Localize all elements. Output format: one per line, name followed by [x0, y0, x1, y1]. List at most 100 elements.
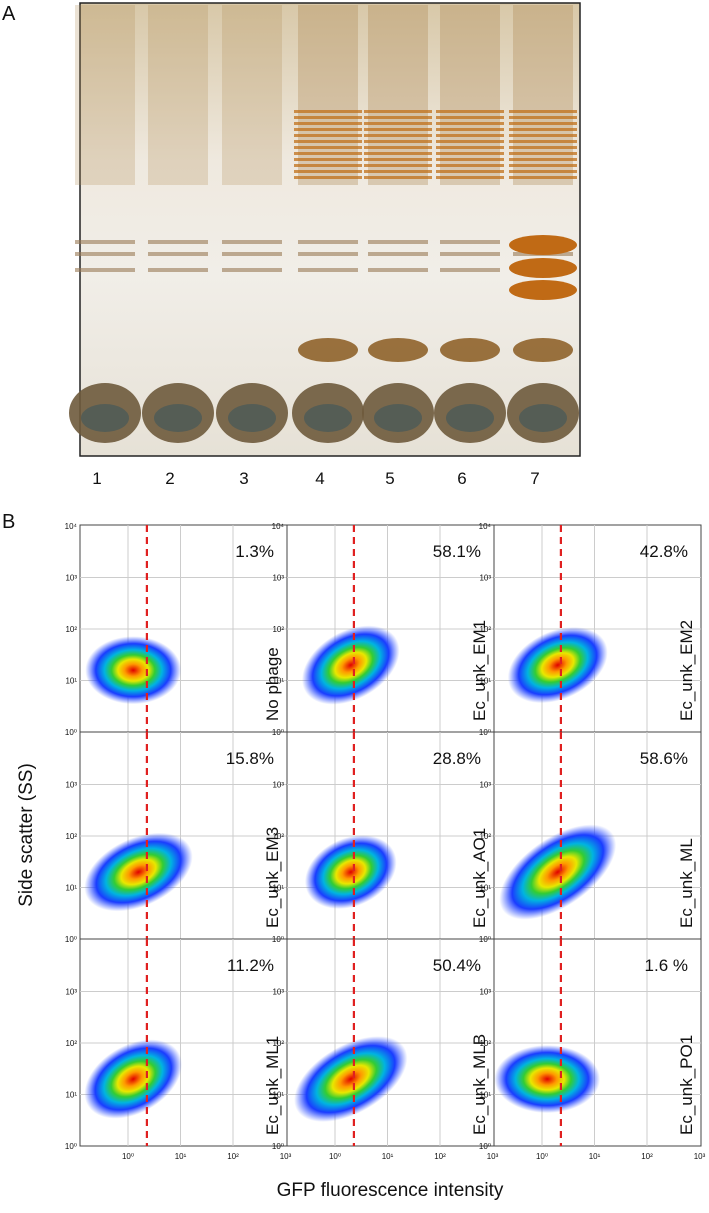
y-tick-label: 10³: [479, 781, 491, 790]
y-tick-label: 10³: [272, 781, 284, 790]
band: [148, 252, 208, 256]
y-tick-label: 10¹: [272, 677, 284, 686]
scatter-density: [507, 627, 608, 704]
y-tick-label: 10²: [65, 625, 77, 634]
ladder-band: [364, 152, 432, 155]
y-tick-label: 10¹: [65, 884, 77, 893]
ladder-band: [294, 110, 362, 113]
y-tick-label: 10²: [65, 1039, 77, 1048]
percent-label: 11.2%: [227, 956, 274, 975]
y-tick-label: 10²: [479, 625, 491, 634]
percent-label: 50.4%: [433, 956, 481, 975]
y-tick-label: 10¹: [65, 1091, 77, 1100]
ladder-band: [294, 158, 362, 161]
ladder-band: [509, 152, 577, 155]
y-tick-label: 10⁴: [65, 522, 78, 531]
ladder-band: [509, 140, 577, 143]
band: [298, 338, 358, 362]
band: [368, 240, 428, 244]
band: [75, 252, 135, 256]
y-tick-label: 10⁰: [65, 1142, 77, 1151]
percent-label: 58.6%: [640, 749, 688, 768]
y-tick-label: 10¹: [272, 884, 284, 893]
lane-label: 1: [92, 469, 101, 488]
x-tick-label: 10²: [434, 1152, 446, 1161]
percent-label: 28.8%: [433, 749, 481, 768]
percent-label: 1.6 %: [645, 956, 688, 975]
ladder-band: [364, 146, 432, 149]
y-tick-label: 10¹: [479, 677, 491, 686]
band: [298, 252, 358, 256]
band: [509, 280, 577, 300]
ladder-band: [436, 176, 504, 179]
x-tick-label: 10¹: [175, 1152, 187, 1161]
ladder-band: [294, 140, 362, 143]
lane-label: 5: [385, 469, 394, 488]
band: [222, 268, 282, 272]
ladder-band: [509, 170, 577, 173]
y-tick-label: 10⁰: [65, 728, 77, 737]
x-tick-label: 10¹: [382, 1152, 394, 1161]
ladder-band: [436, 116, 504, 119]
sample-name: Ec_unk_ML1: [263, 1036, 282, 1135]
x-tick-label: 10²: [641, 1152, 653, 1161]
percent-label: 58.1%: [433, 542, 481, 561]
ladder-band: [364, 176, 432, 179]
percent-label: 42.8%: [640, 542, 688, 561]
panel-a-label: A: [2, 3, 16, 25]
ladder-band: [364, 164, 432, 167]
scatter-density: [84, 1039, 183, 1119]
sample-name: Ec_unk_EM2: [677, 620, 696, 721]
ladder-band: [294, 170, 362, 173]
ladder-band: [294, 146, 362, 149]
ladder-band: [294, 128, 362, 131]
sample-name: Ec_unk_MLB: [470, 1034, 489, 1135]
ladder-band: [364, 110, 432, 113]
x-tick-label: 10²: [227, 1152, 239, 1161]
ladder-band: [436, 170, 504, 173]
band: [513, 338, 573, 362]
band: [81, 404, 129, 432]
ladder-band: [364, 158, 432, 161]
band: [298, 240, 358, 244]
sample-name: Ec_unk_EM3: [263, 827, 282, 928]
ladder-band: [509, 158, 577, 161]
band: [519, 404, 567, 432]
x-tick-label: 10⁰: [122, 1152, 134, 1161]
ladder-band: [294, 122, 362, 125]
lane-label: 4: [315, 469, 324, 488]
lane-smear: [222, 5, 282, 185]
y-tick-label: 10¹: [479, 884, 491, 893]
y-tick-label: 10⁴: [479, 522, 492, 531]
band: [440, 268, 500, 272]
x-tick-label: 10³: [694, 1152, 706, 1161]
y-axis-label: Side scatter (SS): [16, 763, 37, 907]
band: [148, 268, 208, 272]
y-tick-label: 10¹: [65, 677, 77, 686]
scatter-density: [294, 1036, 408, 1122]
scatter-density: [301, 625, 400, 705]
ladder-band: [509, 122, 577, 125]
y-tick-label: 10⁰: [65, 935, 77, 944]
band: [75, 240, 135, 244]
ladder-band: [509, 164, 577, 167]
lane-label: 3: [239, 469, 248, 488]
x-tick-label: 10⁰: [329, 1152, 341, 1161]
ladder-band: [436, 128, 504, 131]
ladder-band: [509, 110, 577, 113]
y-tick-label: 10³: [479, 988, 491, 997]
y-tick-label: 10¹: [479, 1091, 491, 1100]
band: [440, 252, 500, 256]
band: [148, 240, 208, 244]
ladder-band: [364, 134, 432, 137]
ladder-band: [436, 146, 504, 149]
band: [368, 268, 428, 272]
x-tick-label: 10⁰: [536, 1152, 548, 1161]
ladder-band: [364, 122, 432, 125]
lane-label: 2: [165, 469, 174, 488]
ladder-band: [294, 164, 362, 167]
band: [440, 240, 500, 244]
x-tick-label: 10³: [280, 1152, 292, 1161]
y-tick-label: 10²: [479, 1039, 491, 1048]
